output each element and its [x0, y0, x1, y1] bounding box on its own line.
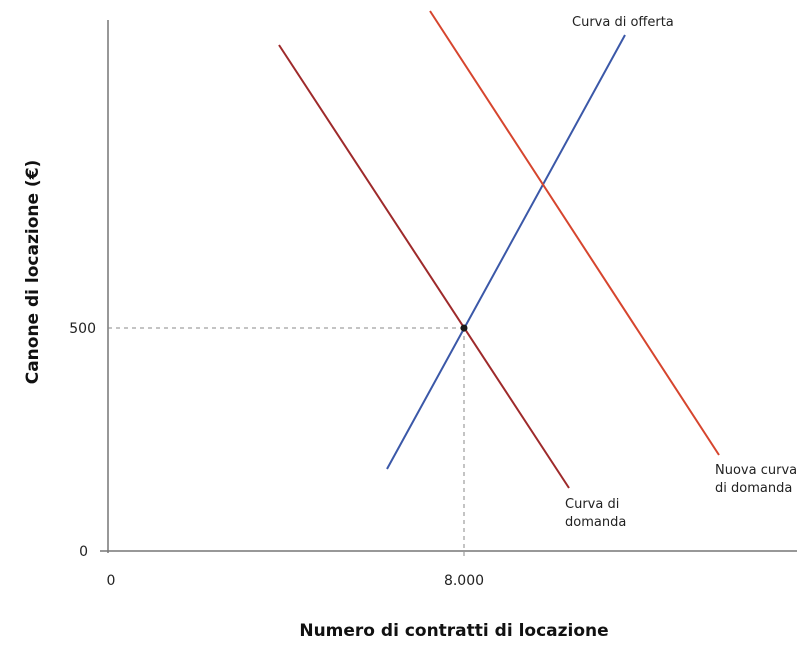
supply-curve: [386, 34, 626, 470]
supply-curve-label: Curva di offerta: [572, 15, 674, 30]
x-axis-title: Numero di contratti di locazione: [299, 621, 608, 641]
demand-curve-label-line1: Curva di: [565, 497, 619, 512]
new-demand-curve: [429, 10, 720, 456]
new-demand-curve-label-line1: Nuova curva: [715, 463, 797, 478]
new-demand-curve-label-line2: di domanda: [715, 481, 792, 496]
equilibrium-point: [460, 324, 468, 332]
y-tick-500: 500: [69, 321, 96, 337]
demand-curve-label-line2: domanda: [565, 515, 626, 530]
y-axis-title: Canone di locazione (€): [23, 160, 43, 385]
y-tick-0: 0: [79, 544, 88, 560]
demand-curve: [278, 44, 570, 489]
x-tick-0: 0: [107, 573, 116, 589]
x-tick-8000: 8.000: [444, 573, 484, 589]
